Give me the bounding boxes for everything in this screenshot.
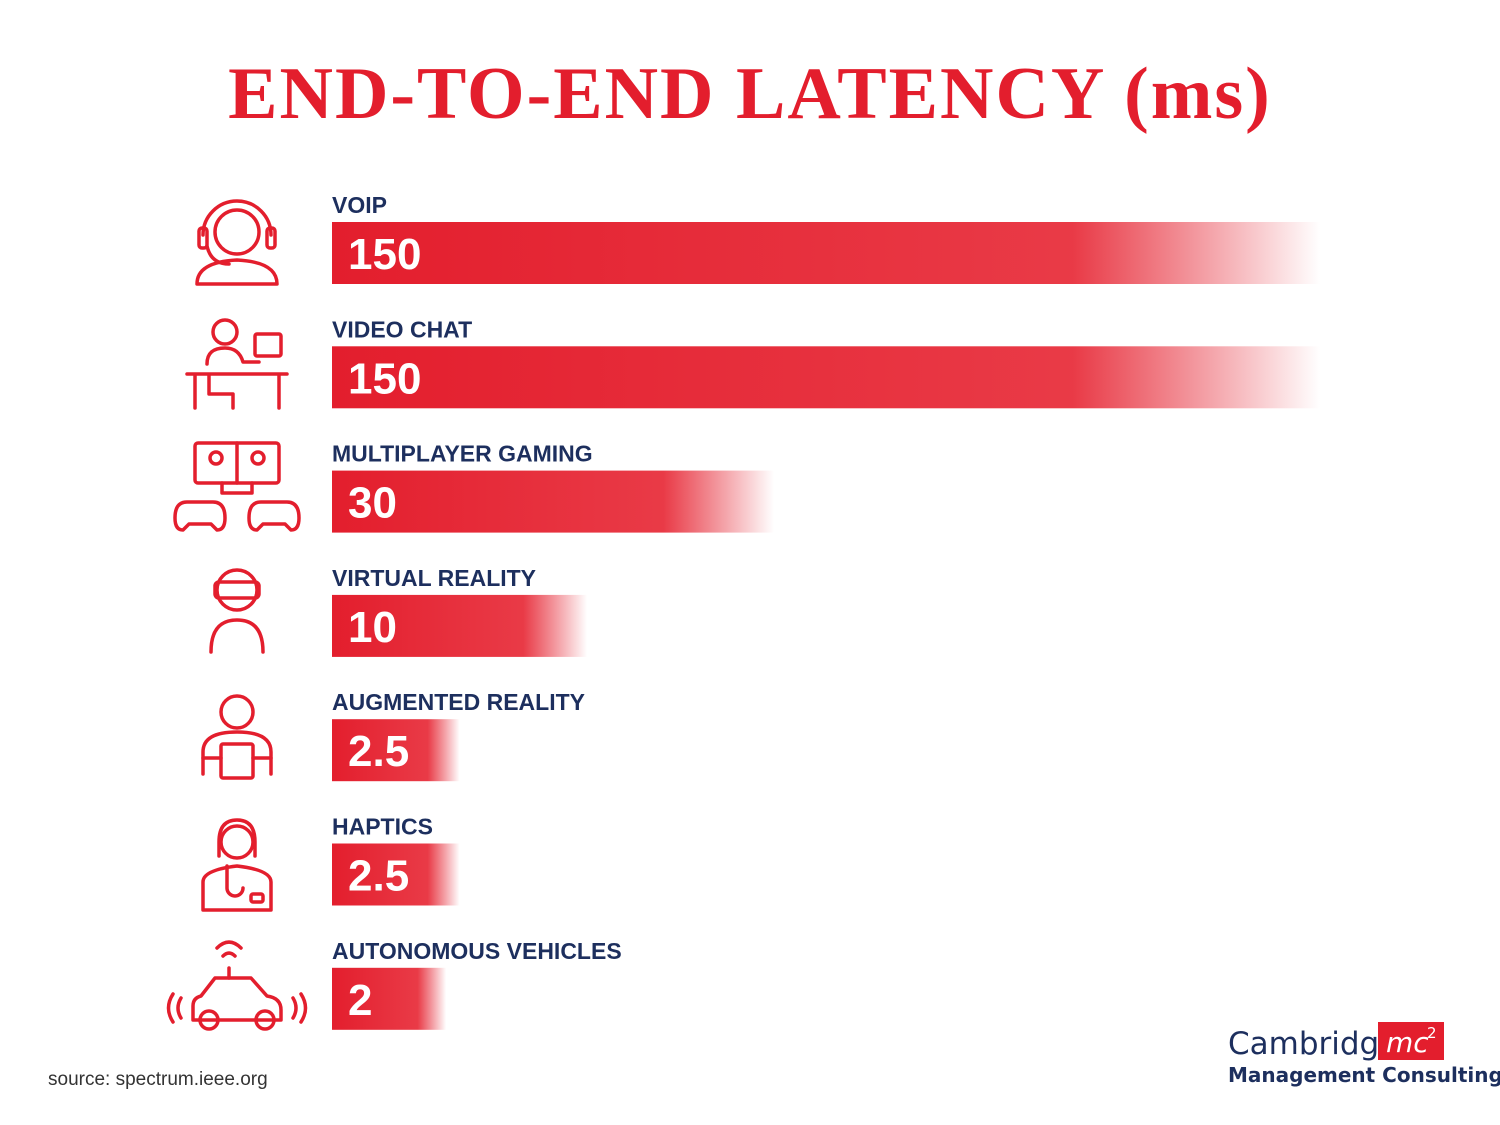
icon-desk xyxy=(185,318,289,410)
value-label: 150 xyxy=(348,230,421,279)
logo-name: Cambridge xyxy=(1228,1026,1398,1062)
logo-tagline: Management Consulting xyxy=(1228,1063,1500,1087)
value-label: 2 xyxy=(348,976,372,1025)
category-label: HAPTICS xyxy=(332,814,433,840)
icon-ar xyxy=(201,694,273,780)
logo-mark-sup: 2 xyxy=(1427,1024,1437,1042)
icons xyxy=(166,199,308,1031)
icon-car xyxy=(166,940,308,1031)
icon-gaming xyxy=(173,441,301,532)
category-label: MULTIPLAYER GAMING xyxy=(332,441,593,467)
bar xyxy=(332,594,588,657)
category-label: VOIP xyxy=(332,192,387,218)
bar xyxy=(332,222,1320,284)
category-label: AUGMENTED REALITY xyxy=(332,689,585,715)
source-note: source: spectrum.ieee.org xyxy=(48,1069,268,1090)
bar xyxy=(332,719,460,782)
category-label: VIDEO CHAT xyxy=(332,316,472,342)
value-label: 150 xyxy=(348,354,421,403)
value-label: 2.5 xyxy=(348,727,409,776)
value-label: 30 xyxy=(348,479,397,528)
logo-mark: mc xyxy=(1386,1026,1429,1059)
icon-headset xyxy=(195,199,279,286)
category-label: VIRTUAL REALITY xyxy=(332,565,536,591)
icon-vr xyxy=(209,568,265,654)
category-label: AUTONOMOUS VEHICLES xyxy=(332,938,622,964)
bar xyxy=(332,843,460,906)
value-label: 2.5 xyxy=(348,852,409,901)
chart-title: END-TO-END LATENCY (ms) xyxy=(228,53,1272,135)
logo-badge xyxy=(1378,1022,1444,1060)
logo: Cambridge mc 2 Management Consulting xyxy=(1228,1022,1500,1087)
value-label: 10 xyxy=(348,603,397,652)
bar xyxy=(332,470,774,533)
bar xyxy=(332,967,447,1030)
icon-doctor xyxy=(201,818,273,912)
bar xyxy=(332,346,1320,409)
